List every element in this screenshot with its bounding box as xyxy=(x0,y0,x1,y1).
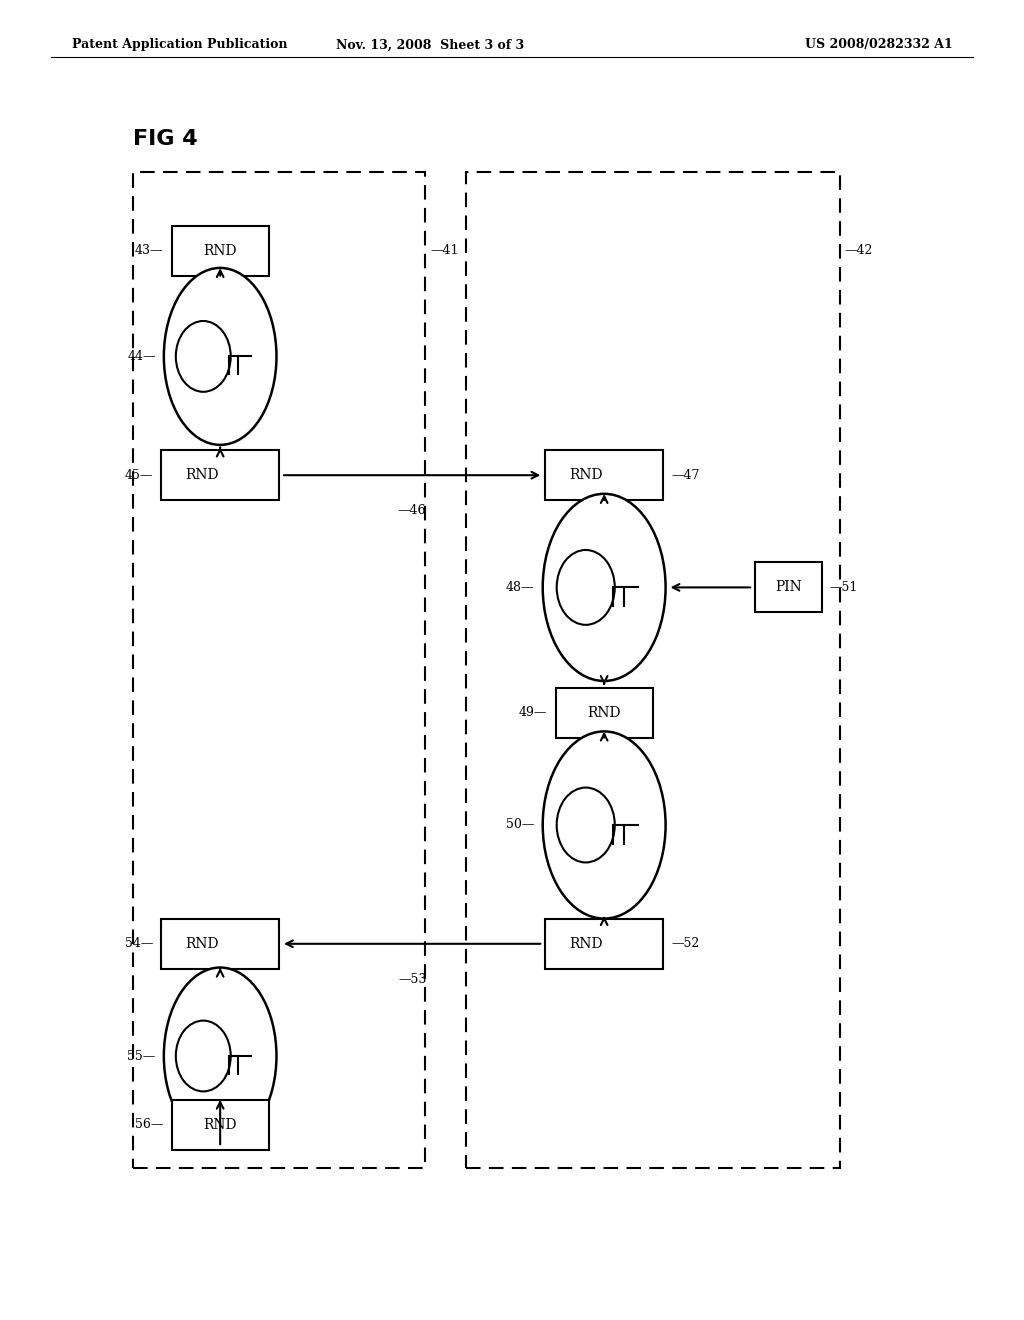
Text: —51: —51 xyxy=(829,581,858,594)
Circle shape xyxy=(630,941,636,950)
Text: 49—: 49— xyxy=(519,706,547,719)
Text: 43—: 43— xyxy=(135,244,163,257)
Bar xyxy=(241,470,257,486)
Text: US 2008/0282332 A1: US 2008/0282332 A1 xyxy=(805,38,952,51)
Bar xyxy=(545,919,664,969)
Text: PIN: PIN xyxy=(775,581,802,594)
Text: Nov. 13, 2008  Sheet 3 of 3: Nov. 13, 2008 Sheet 3 of 3 xyxy=(336,38,524,51)
Bar xyxy=(162,450,279,500)
Text: —46: —46 xyxy=(398,504,426,517)
Ellipse shape xyxy=(543,494,666,681)
Bar xyxy=(756,562,821,612)
Text: RND: RND xyxy=(569,469,602,482)
Ellipse shape xyxy=(543,731,666,919)
Text: 54—: 54— xyxy=(125,937,154,950)
Text: RND: RND xyxy=(185,469,218,482)
Bar xyxy=(625,470,641,486)
Text: Patent Application Publication: Patent Application Publication xyxy=(72,38,287,51)
Text: 45—: 45— xyxy=(125,469,154,482)
Text: RND: RND xyxy=(185,937,218,950)
Bar xyxy=(171,226,268,276)
Text: RND: RND xyxy=(204,244,237,257)
Text: FIG 4: FIG 4 xyxy=(133,128,198,149)
Text: RND: RND xyxy=(204,1118,237,1131)
Bar xyxy=(545,450,664,500)
Text: —52: —52 xyxy=(672,937,699,950)
Circle shape xyxy=(246,941,252,950)
Text: 55—: 55— xyxy=(127,1049,156,1063)
Bar xyxy=(625,939,641,954)
Text: RND: RND xyxy=(569,937,602,950)
Ellipse shape xyxy=(164,268,276,445)
Bar xyxy=(241,939,257,954)
Text: 48—: 48— xyxy=(506,581,535,594)
Text: 44—: 44— xyxy=(127,350,156,363)
Text: —41: —41 xyxy=(430,244,459,257)
Ellipse shape xyxy=(164,968,276,1144)
Text: —53: —53 xyxy=(398,973,426,986)
Circle shape xyxy=(246,473,252,482)
Text: —47: —47 xyxy=(672,469,699,482)
Bar xyxy=(555,688,653,738)
Circle shape xyxy=(630,473,636,482)
Bar xyxy=(171,1100,268,1150)
Text: 50—: 50— xyxy=(506,818,535,832)
Text: —42: —42 xyxy=(845,244,873,257)
Text: RND: RND xyxy=(588,706,621,719)
Bar xyxy=(162,919,279,969)
Text: 56—: 56— xyxy=(135,1118,163,1131)
